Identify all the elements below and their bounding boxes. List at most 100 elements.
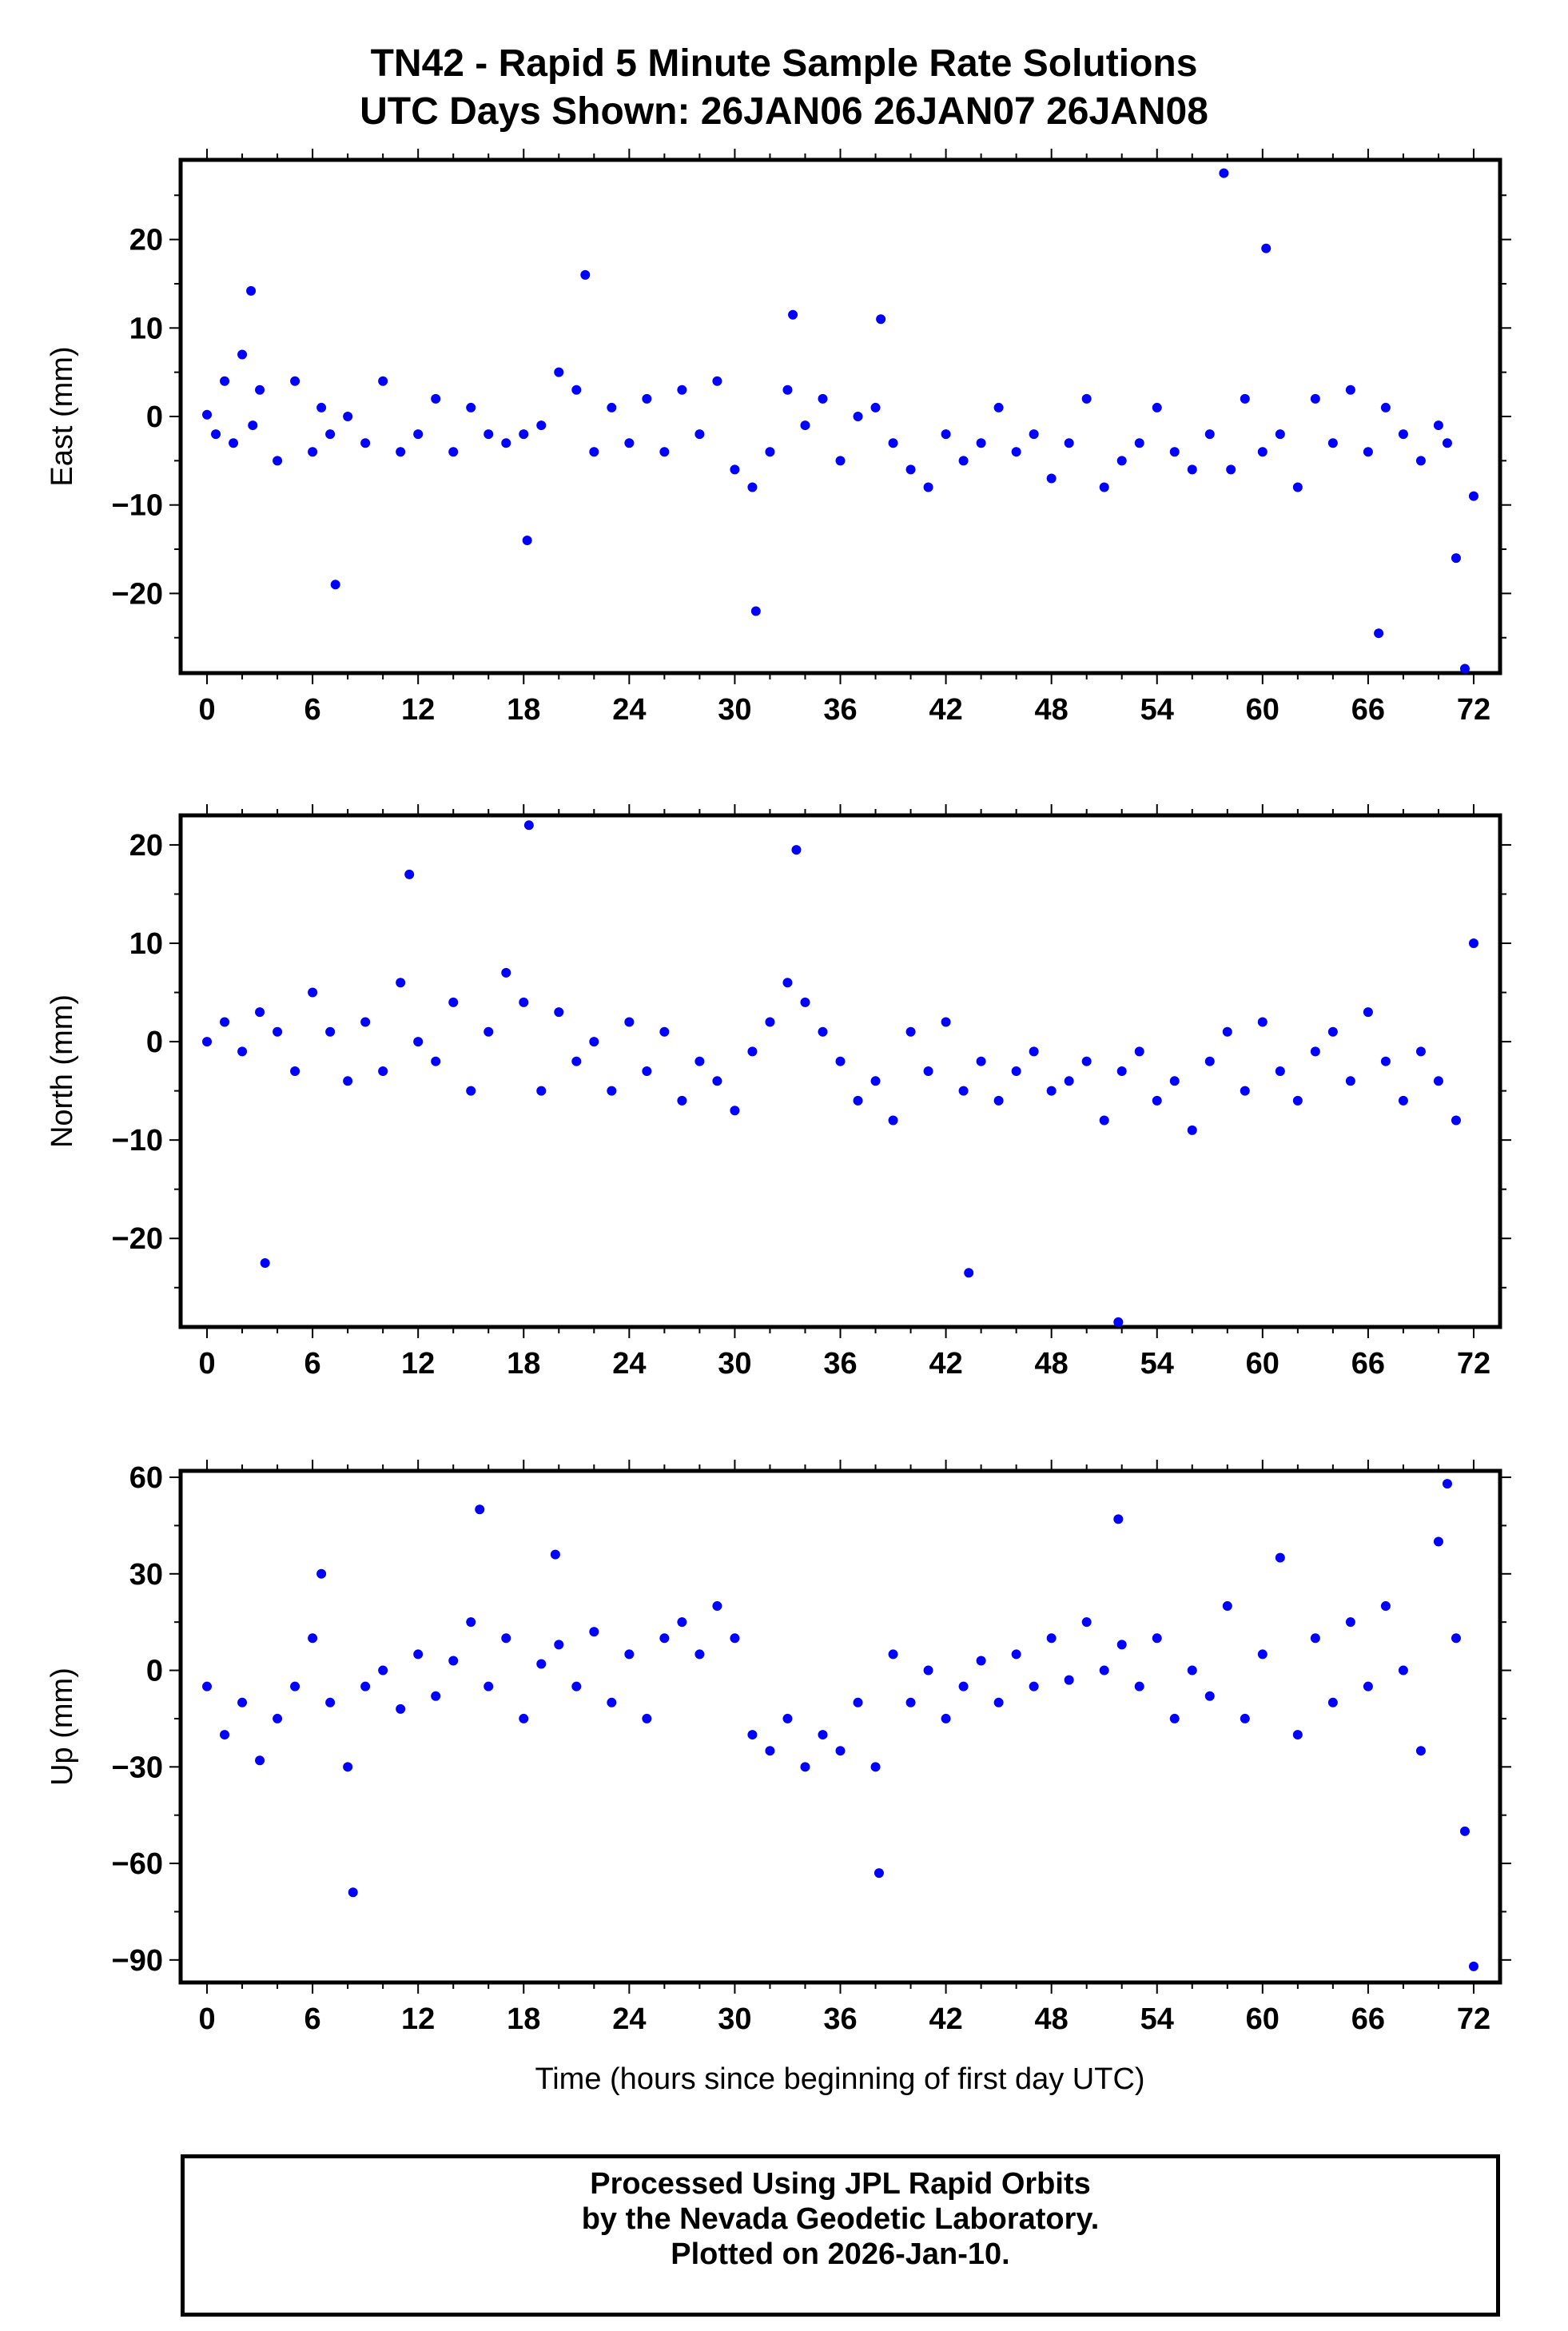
north-data-point: [1029, 1046, 1039, 1057]
north-data-point: [396, 978, 406, 988]
up-data-point: [1081, 1617, 1092, 1628]
north-data-point: [694, 1056, 705, 1066]
up-data-point: [1011, 1649, 1021, 1660]
east-data-point: [343, 412, 353, 421]
up-x-tick-label: 42: [929, 2002, 962, 2036]
east-data-point: [255, 385, 265, 395]
north-panel: 0 6 12 18 24 30 36 42 48 54 60 66 72 −20 −10 0 10 20 North…: [46, 804, 1511, 1381]
up-data-point: [1134, 1681, 1144, 1691]
east-x-tick-label: 0: [198, 693, 215, 727]
north-data-point: [466, 1086, 476, 1096]
north-data-point: [413, 1037, 424, 1047]
up-data-point: [1187, 1665, 1197, 1676]
east-data-point: [624, 438, 635, 448]
up-data-point: [659, 1633, 670, 1644]
up-data-point: [348, 1887, 358, 1898]
north-data-point: [1363, 1007, 1373, 1018]
up-data-point: [1363, 1681, 1373, 1691]
north-y-tick-label: 0: [146, 1026, 163, 1059]
north-data-point: [782, 978, 793, 988]
up-data-point: [888, 1649, 898, 1660]
east-data-point: [1011, 447, 1021, 457]
north-data-point: [1099, 1115, 1109, 1126]
up-data-point: [1398, 1665, 1408, 1676]
north-data-point: [220, 1017, 230, 1027]
east-y-tick-label: −10: [112, 489, 163, 523]
east-x-tick-label: 66: [1351, 693, 1385, 727]
up-data-point: [237, 1697, 248, 1707]
east-x-tick-label: 6: [304, 693, 321, 727]
east-data-point: [958, 456, 969, 466]
east-data-point: [519, 429, 529, 440]
east-data-point: [290, 376, 300, 386]
north-y-tick-label: 20: [129, 829, 163, 863]
east-y-tick-label: 10: [129, 312, 163, 345]
north-data-point: [1310, 1046, 1320, 1057]
north-data-point: [1187, 1125, 1197, 1135]
north-x-tick-label: 0: [198, 1347, 215, 1381]
east-data-point: [1310, 393, 1320, 404]
north-data-point: [308, 987, 318, 998]
north-y-tick-label: −20: [112, 1222, 163, 1256]
east-y-tick-label: −20: [112, 577, 163, 611]
east-data-point: [1187, 464, 1197, 475]
east-data-point: [1275, 429, 1285, 440]
east-x-tick-label: 42: [929, 693, 962, 727]
up-y-tick-label: −60: [112, 1847, 163, 1881]
up-data-point: [1169, 1713, 1180, 1723]
north-data-point: [571, 1056, 582, 1066]
north-x-tick-label: 12: [401, 1347, 435, 1381]
east-data-point: [835, 456, 846, 466]
north-data-point: [1064, 1076, 1074, 1086]
up-data-point: [993, 1697, 1004, 1707]
up-data-point: [782, 1713, 793, 1723]
up-data-point: [554, 1640, 564, 1650]
east-data-point: [1029, 429, 1039, 440]
east-data-point: [1292, 482, 1303, 492]
north-data-point: [1011, 1066, 1021, 1076]
up-data-point: [1204, 1691, 1215, 1701]
east-data-point: [325, 429, 336, 440]
up-data-point: [360, 1681, 371, 1691]
footer-line-3: Plotted on 2026-Jan-10.: [671, 2237, 1010, 2271]
east-data-point: [246, 285, 257, 296]
north-data-point: [536, 1086, 547, 1096]
north-data-point: [941, 1017, 951, 1027]
up-data-point: [1029, 1681, 1039, 1691]
chart-title: TN42 - Rapid 5 Minute Sample Rate Soluti…: [0, 40, 1568, 136]
north-data-point: [818, 1026, 828, 1037]
east-data-point: [413, 429, 424, 440]
up-data-point: [923, 1665, 933, 1676]
north-data-point: [519, 997, 529, 1007]
up-data-point: [874, 1868, 884, 1879]
up-data-point: [1116, 1640, 1127, 1650]
east-data-point: [1046, 473, 1057, 484]
east-data-point: [316, 402, 327, 412]
north-data-point: [1113, 1317, 1124, 1327]
north-x-tick-label: 66: [1351, 1347, 1385, 1381]
up-data-point: [255, 1755, 265, 1766]
up-data-point: [448, 1656, 459, 1666]
north-data-point: [1152, 1095, 1162, 1106]
up-data-point: [290, 1681, 300, 1691]
north-data-point: [1380, 1056, 1391, 1066]
east-data-point: [1081, 393, 1092, 404]
up-x-tick-label: 54: [1140, 2002, 1174, 2036]
north-data-point: [484, 1026, 494, 1037]
north-data-point: [1134, 1046, 1144, 1057]
up-data-point: [1257, 1649, 1268, 1660]
north-data-point: [1433, 1076, 1443, 1086]
footer-line-2: by the Nevada Geodetic Laboratory.: [581, 2202, 1100, 2236]
east-data-point: [1433, 420, 1443, 431]
north-y-axis-label: North (mm): [46, 994, 79, 1148]
east-data-point: [876, 314, 886, 325]
up-x-tick-label: 12: [401, 2002, 435, 2036]
up-data-point: [466, 1617, 476, 1628]
east-data-point: [1374, 628, 1384, 639]
east-panel: 0 6 12 18 24 30 36 42 48 54 60 66 72 −20 −10 0 10 20 East …: [46, 149, 1511, 727]
east-data-point: [1134, 438, 1144, 448]
up-data-point: [475, 1504, 485, 1515]
north-x-tick-label: 48: [1035, 1347, 1069, 1381]
north-data-point: [343, 1076, 353, 1086]
east-data-point: [431, 393, 441, 404]
